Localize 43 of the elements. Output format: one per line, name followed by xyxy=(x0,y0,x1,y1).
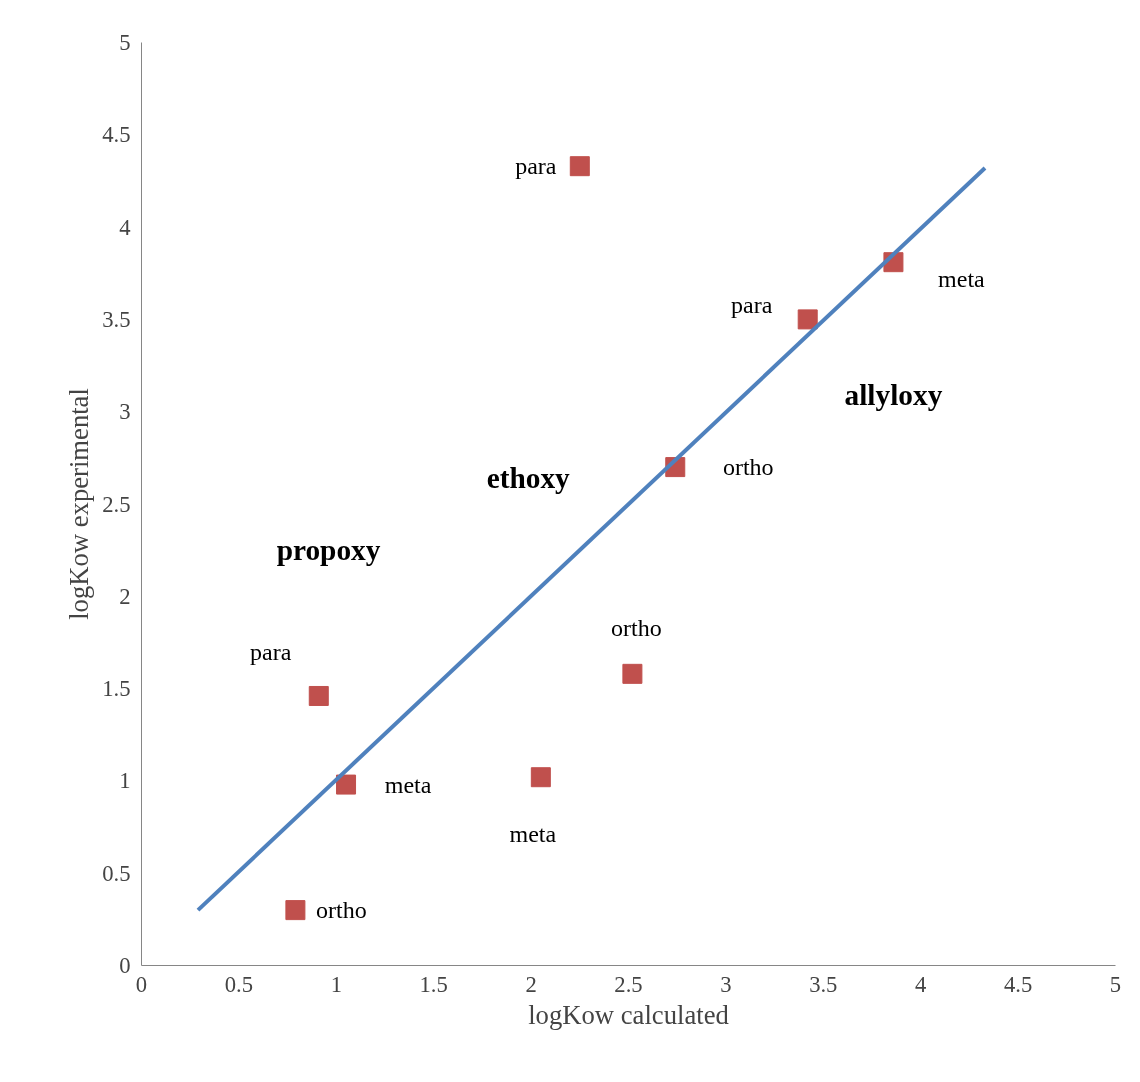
x-tick-label: 1 xyxy=(330,971,342,997)
data-label: meta xyxy=(938,266,986,293)
point xyxy=(530,767,551,788)
annotation: propoxy xyxy=(276,534,381,567)
data-label: meta xyxy=(384,771,432,798)
x-tick-label: 2 xyxy=(525,971,537,997)
y-tick-label: 4.5 xyxy=(102,122,131,148)
data-label: ortho xyxy=(611,614,662,641)
x-tick-label: 4.5 xyxy=(1003,971,1033,997)
data-label: para xyxy=(731,292,773,319)
data-label: para xyxy=(250,638,292,665)
annotation: allyloxy xyxy=(844,379,943,412)
y-tick-label: 3.5 xyxy=(102,306,131,332)
y-tick-label: 1.5 xyxy=(102,676,131,702)
y-tick-label: 2 xyxy=(119,583,131,609)
y-tick-label: 5 xyxy=(119,30,131,55)
x-axis-title: logKow calculated xyxy=(528,999,729,1030)
x-tick-label: 3.5 xyxy=(809,971,838,997)
point xyxy=(622,663,643,684)
y-tick-label: 1 xyxy=(119,768,131,794)
point xyxy=(797,309,818,330)
x-tick-label: 1.5 xyxy=(419,971,448,997)
y-axis-title: logKow experimental xyxy=(64,388,95,620)
y-tick-label: 2.5 xyxy=(102,491,131,517)
annotation: ethoxy xyxy=(486,462,571,495)
y-tick-label: 0 xyxy=(119,953,131,978)
y-tick-label: 3 xyxy=(119,399,131,425)
data-label: meta xyxy=(509,821,557,848)
point xyxy=(285,900,306,921)
point xyxy=(569,156,590,177)
point xyxy=(336,774,357,795)
x-tick-label: 4 xyxy=(915,971,927,997)
y-tick-label: 4 xyxy=(119,214,131,240)
data-label: ortho xyxy=(722,454,774,481)
x-tick-label: 2.5 xyxy=(614,971,643,997)
data-label: ortho xyxy=(316,897,367,924)
x-tick-label: 5 xyxy=(1109,971,1122,997)
x-tick-label: 0 xyxy=(135,971,148,997)
point xyxy=(308,685,329,706)
data-label: para xyxy=(515,153,557,180)
x-tick-label: 3 xyxy=(720,971,732,997)
y-tick-label: 0.5 xyxy=(102,860,131,886)
x-tick-label: 0.5 xyxy=(224,971,254,997)
